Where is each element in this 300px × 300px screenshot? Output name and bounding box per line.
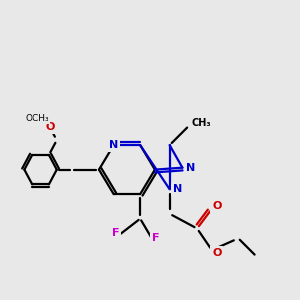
Text: O: O	[45, 122, 55, 132]
Text: N: N	[173, 184, 182, 194]
Text: O: O	[212, 248, 221, 258]
Text: OCH₃: OCH₃	[25, 114, 49, 123]
Text: O: O	[212, 201, 221, 211]
Text: F: F	[112, 228, 119, 239]
Text: CH₃: CH₃	[191, 118, 211, 128]
Text: N: N	[186, 163, 195, 173]
Text: N: N	[109, 140, 118, 150]
Text: F: F	[152, 233, 160, 243]
